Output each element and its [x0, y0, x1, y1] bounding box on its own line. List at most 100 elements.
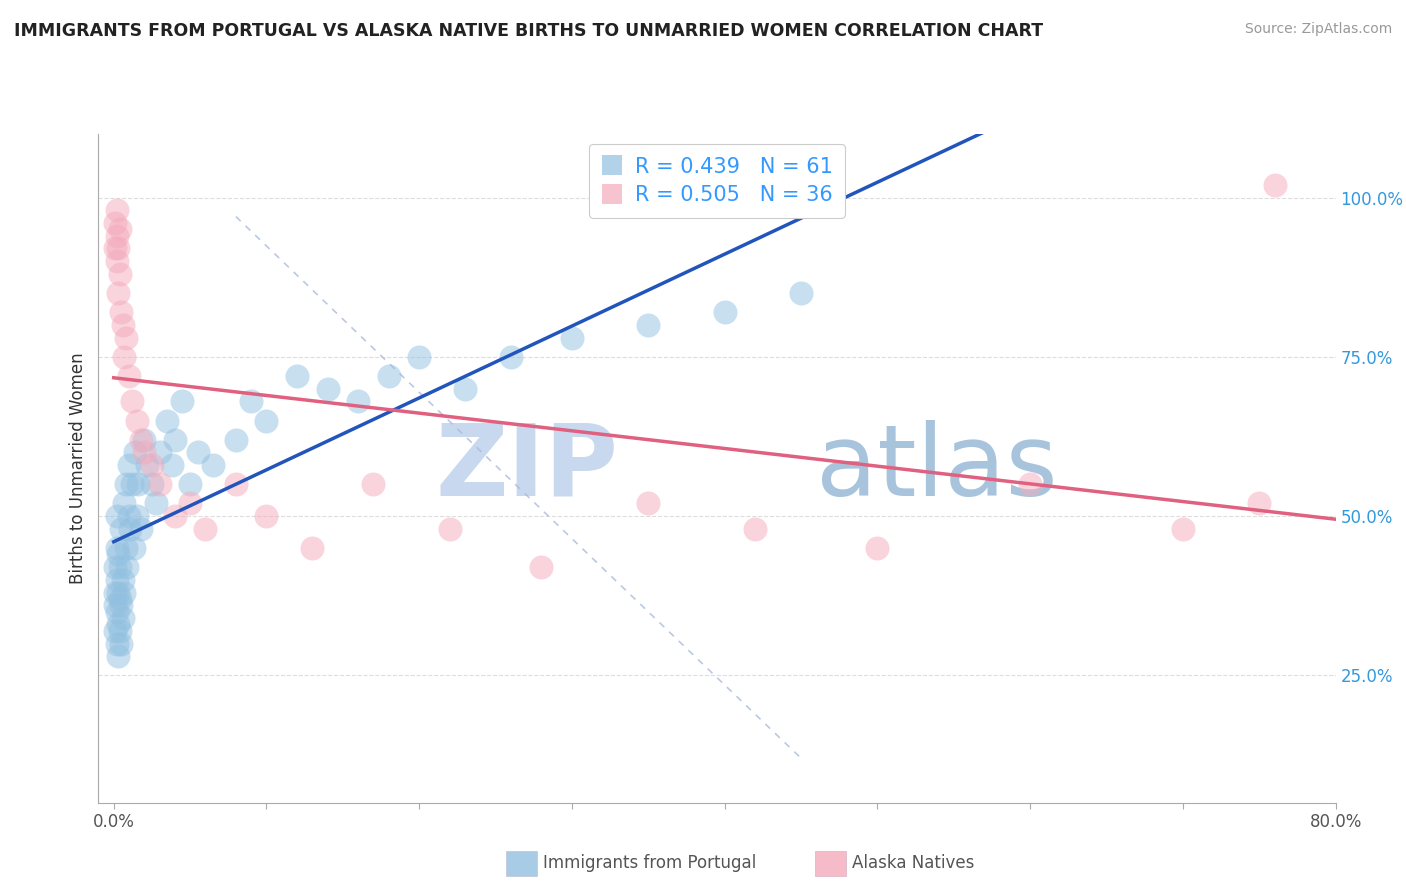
- Point: [112, 585, 135, 599]
- Point: [134, 445, 156, 459]
- Point: [439, 522, 461, 536]
- Point: [530, 560, 553, 574]
- Point: [316, 382, 339, 396]
- Point: [163, 433, 186, 447]
- Point: [408, 350, 430, 364]
- Point: [108, 624, 131, 638]
- Point: [866, 541, 889, 555]
- Point: [125, 509, 148, 524]
- Point: [108, 222, 131, 236]
- Point: [111, 573, 134, 587]
- Point: [118, 458, 141, 472]
- Point: [104, 624, 127, 638]
- Point: [108, 560, 131, 574]
- Point: [377, 368, 399, 383]
- Point: [129, 522, 152, 536]
- Point: [107, 649, 129, 664]
- Point: [107, 286, 129, 301]
- Point: [107, 585, 129, 599]
- Point: [141, 477, 163, 491]
- Point: [115, 541, 138, 555]
- Text: atlas: atlas: [815, 420, 1057, 516]
- Point: [301, 541, 323, 555]
- Point: [347, 394, 370, 409]
- Point: [187, 445, 209, 459]
- Point: [136, 458, 159, 472]
- Point: [744, 522, 766, 536]
- Point: [110, 599, 132, 613]
- Point: [363, 477, 385, 491]
- Point: [105, 228, 128, 243]
- Text: Alaska Natives: Alaska Natives: [852, 855, 974, 872]
- Point: [110, 522, 132, 536]
- Point: [637, 318, 659, 332]
- Point: [134, 433, 156, 447]
- Point: [105, 203, 128, 218]
- Point: [105, 541, 128, 555]
- Point: [240, 394, 263, 409]
- Point: [107, 547, 129, 561]
- Point: [111, 611, 134, 625]
- Point: [179, 496, 201, 510]
- Text: Source: ZipAtlas.com: Source: ZipAtlas.com: [1244, 22, 1392, 37]
- Point: [637, 496, 659, 510]
- Point: [1249, 496, 1271, 510]
- Point: [108, 267, 131, 281]
- Point: [256, 413, 278, 427]
- Point: [104, 585, 127, 599]
- Point: [129, 433, 152, 447]
- Point: [105, 605, 128, 619]
- Point: [118, 368, 141, 383]
- Point: [256, 509, 278, 524]
- Point: [163, 509, 186, 524]
- Legend: R = 0.439   N = 61, R = 0.505   N = 36: R = 0.439 N = 61, R = 0.505 N = 36: [589, 145, 845, 218]
- Point: [117, 560, 139, 574]
- Point: [105, 254, 128, 268]
- Point: [122, 541, 145, 555]
- Point: [125, 413, 148, 427]
- Point: [105, 573, 128, 587]
- Point: [112, 496, 135, 510]
- Point: [115, 331, 138, 345]
- Point: [148, 445, 170, 459]
- Point: [172, 394, 194, 409]
- Y-axis label: Births to Unmarried Women: Births to Unmarried Women: [69, 352, 87, 584]
- Point: [111, 318, 134, 332]
- Point: [104, 216, 127, 230]
- Point: [1171, 522, 1194, 536]
- Point: [145, 496, 167, 510]
- Point: [127, 477, 149, 491]
- Point: [110, 636, 132, 650]
- Point: [121, 394, 143, 409]
- Point: [121, 477, 143, 491]
- Point: [107, 617, 129, 632]
- Point: [104, 242, 127, 256]
- Point: [179, 477, 201, 491]
- Text: IMMIGRANTS FROM PORTUGAL VS ALASKA NATIVE BIRTHS TO UNMARRIED WOMEN CORRELATION : IMMIGRANTS FROM PORTUGAL VS ALASKA NATIV…: [14, 22, 1043, 40]
- Point: [713, 305, 735, 319]
- Point: [201, 458, 224, 472]
- Point: [112, 350, 135, 364]
- Point: [110, 305, 132, 319]
- Point: [160, 458, 183, 472]
- Point: [156, 413, 179, 427]
- Point: [1019, 477, 1042, 491]
- Point: [118, 509, 141, 524]
- Point: [499, 350, 522, 364]
- Point: [1264, 178, 1286, 192]
- Point: [104, 599, 127, 613]
- Point: [285, 368, 308, 383]
- Text: ZIP: ZIP: [436, 420, 619, 516]
- Point: [225, 433, 247, 447]
- Point: [108, 591, 131, 606]
- Point: [454, 382, 477, 396]
- Point: [561, 331, 583, 345]
- Point: [115, 477, 138, 491]
- Point: [124, 445, 146, 459]
- Point: [107, 242, 129, 256]
- Point: [141, 458, 163, 472]
- Point: [790, 286, 813, 301]
- Point: [194, 522, 217, 536]
- Point: [225, 477, 247, 491]
- Point: [105, 636, 128, 650]
